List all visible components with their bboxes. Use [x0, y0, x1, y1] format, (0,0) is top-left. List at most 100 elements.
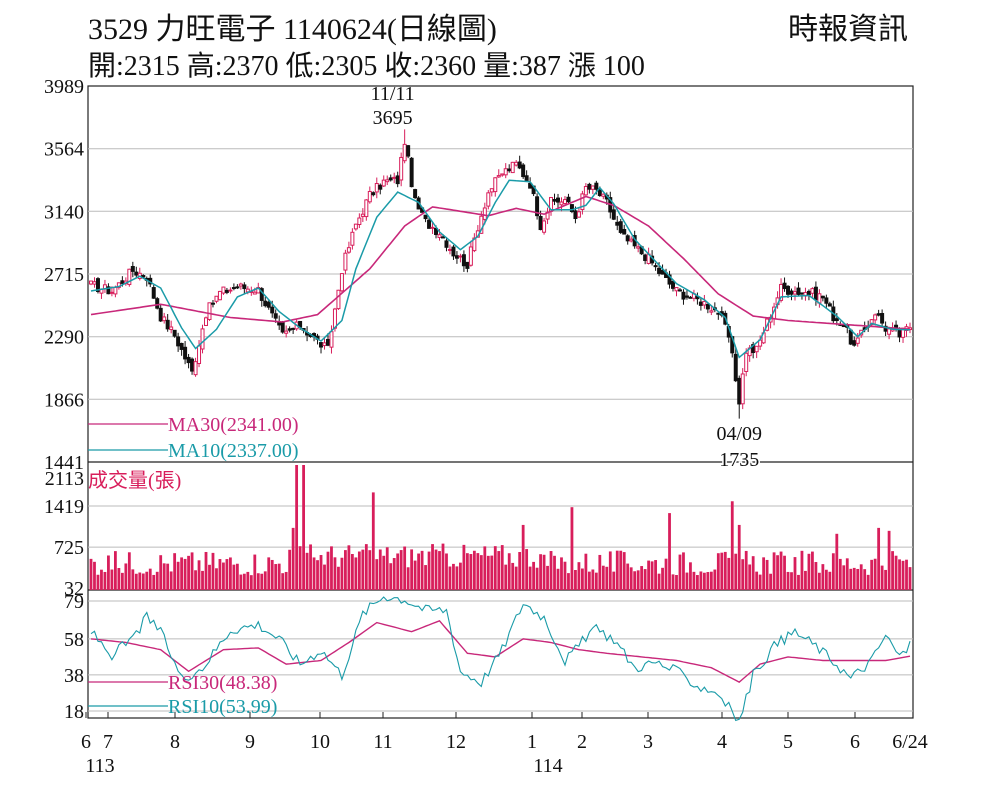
price-tick-label: 1866: [44, 389, 84, 411]
volume-bar: [567, 573, 570, 590]
volume-bar: [344, 550, 347, 590]
volume-bar: [134, 573, 138, 590]
candle-body: [517, 161, 522, 169]
volume-bar: [532, 561, 536, 590]
volume-bar: [849, 568, 853, 590]
candle-body: [684, 295, 689, 298]
volume-bar: [730, 501, 734, 590]
candle-body: [782, 282, 787, 290]
candle-body: [587, 183, 592, 190]
volume-bar: [361, 549, 365, 590]
volume-bar: [824, 569, 828, 590]
volume-bar: [215, 568, 218, 590]
volume-bar: [608, 551, 612, 590]
volume-bar: [671, 574, 675, 590]
volume-bar: [249, 575, 253, 590]
volume-bar: [518, 552, 522, 590]
candle-body: [270, 306, 275, 314]
volume-bar: [776, 555, 779, 590]
candle-body: [430, 226, 435, 229]
volume-bar: [737, 524, 741, 590]
candle-body: [440, 236, 445, 239]
volume-bar: [664, 558, 668, 590]
volume-bar: [696, 575, 699, 590]
volume-bar: [476, 553, 480, 590]
candle-body: [155, 298, 160, 309]
candle-body: [681, 291, 686, 300]
candle-body: [629, 238, 634, 242]
volume-bar: [587, 571, 591, 590]
candle-body: [109, 291, 114, 294]
volume-tick-label: 725: [54, 537, 84, 559]
volume-bar: [594, 572, 598, 590]
candle-body: [677, 289, 682, 292]
candle-body: [106, 286, 111, 295]
volume-bar: [769, 573, 772, 590]
volume-tick-label: 32: [64, 578, 84, 600]
candle-body: [796, 287, 801, 295]
volume-bar: [783, 555, 786, 590]
volume-bar: [113, 551, 117, 590]
volume-bar: [612, 571, 616, 590]
volume-bar: [863, 569, 867, 590]
volume-bar: [323, 564, 326, 590]
candle-body: [813, 286, 818, 301]
candle-body: [158, 307, 163, 322]
ohlc-summary: 開:2315 高:2370 低:2305 收:2360 量:387 漲 100: [88, 51, 645, 82]
rsi30-line: [90, 619, 911, 683]
candle-body: [325, 338, 330, 346]
volume-bar: [354, 557, 358, 590]
candle-body: [702, 300, 707, 306]
candle-body: [235, 286, 240, 289]
volume-bar: [357, 551, 361, 590]
volume-bar: [465, 553, 469, 590]
volume-bar: [483, 546, 487, 590]
rsi10-line: [90, 596, 911, 722]
volume-bar: [629, 567, 633, 590]
ma30-line: [90, 195, 911, 330]
x-tick-label: 12: [446, 731, 466, 753]
candle-body: [660, 269, 665, 275]
volume-bar: [127, 552, 131, 590]
volume-bar: [455, 566, 459, 590]
candle-body: [186, 356, 191, 364]
volume-bar: [873, 558, 877, 590]
volume-bar: [821, 564, 825, 590]
volume-bar: [563, 561, 567, 590]
volume-bar: [392, 558, 396, 590]
volume-bar: [107, 555, 110, 590]
ma10-line: [90, 179, 911, 359]
volume-bar: [337, 566, 340, 590]
volume-bar: [169, 571, 173, 590]
candle-body: [346, 247, 351, 253]
volume-bar: [765, 559, 769, 590]
high-date-annotation: 11/11: [371, 83, 415, 105]
candle-body: [611, 209, 616, 220]
volume-bar: [194, 570, 197, 590]
candle-body: [395, 175, 400, 185]
volume-bar: [702, 572, 706, 590]
candle-body: [287, 328, 292, 331]
volume-bar: [120, 572, 124, 590]
volume-bar: [183, 558, 187, 590]
volume-bar: [657, 573, 661, 590]
volume-bar: [887, 530, 891, 590]
volume-bar: [622, 552, 626, 590]
volume-bar: [758, 574, 762, 590]
candle-body: [353, 223, 358, 230]
candle-body: [590, 185, 595, 190]
volume-bar: [675, 574, 678, 590]
candle-body: [552, 199, 557, 202]
volume-bar: [797, 574, 800, 590]
volume-bar: [382, 555, 386, 590]
volume-bar: [842, 565, 846, 590]
candle-body: [130, 266, 135, 272]
ma10-legend-label: MA10(2337.00): [168, 440, 299, 462]
low-date-annotation: 04/09: [716, 423, 762, 445]
volume-bar: [155, 571, 159, 590]
volume-bar: [222, 562, 225, 590]
candle-body: [493, 177, 498, 193]
volume-bar: [309, 544, 312, 590]
volume-bar: [525, 549, 529, 590]
volume-bar: [173, 553, 177, 590]
